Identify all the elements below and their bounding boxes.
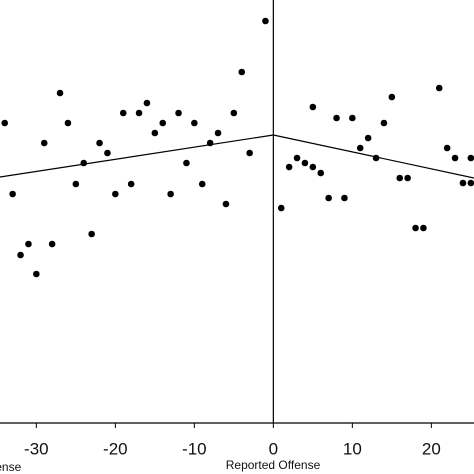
point xyxy=(175,109,182,117)
fit-line xyxy=(0,134,274,178)
point xyxy=(364,134,372,142)
point xyxy=(222,200,230,208)
point xyxy=(443,144,451,152)
point xyxy=(206,139,214,147)
point xyxy=(167,190,174,198)
x-tick-label: -10 xyxy=(182,439,207,458)
point xyxy=(198,180,206,188)
point xyxy=(293,154,301,162)
point xyxy=(467,154,474,162)
x-axis-label: Reported Offense xyxy=(226,458,321,472)
point xyxy=(80,159,88,167)
point xyxy=(285,163,293,171)
point xyxy=(246,149,253,157)
point xyxy=(467,179,474,187)
x-tick-label: -20 xyxy=(103,439,128,458)
point xyxy=(127,180,135,188)
point xyxy=(341,194,348,202)
point xyxy=(317,169,325,177)
point xyxy=(459,179,467,187)
point xyxy=(135,109,143,117)
x-tick-label: 0 xyxy=(269,439,278,458)
point xyxy=(238,68,246,76)
point xyxy=(435,84,443,92)
point xyxy=(404,174,411,182)
point xyxy=(119,109,127,117)
point xyxy=(112,190,119,198)
point xyxy=(301,159,309,167)
point xyxy=(388,93,396,101)
point xyxy=(143,99,151,107)
point xyxy=(230,109,238,117)
point xyxy=(412,224,419,232)
point xyxy=(40,139,48,147)
point xyxy=(277,204,285,212)
point xyxy=(33,270,40,278)
point xyxy=(262,17,269,25)
point xyxy=(309,103,317,111)
point xyxy=(372,154,380,162)
point xyxy=(88,230,95,238)
point xyxy=(72,180,80,188)
point xyxy=(1,119,9,127)
point xyxy=(25,240,32,248)
point xyxy=(356,144,364,152)
point xyxy=(9,190,16,198)
point xyxy=(396,174,404,182)
point xyxy=(48,240,56,248)
point xyxy=(56,89,64,97)
point xyxy=(64,119,72,127)
point xyxy=(325,194,332,202)
point xyxy=(151,129,159,137)
x-axis-label: Reported Offense xyxy=(0,460,22,474)
point xyxy=(183,159,190,167)
point xyxy=(380,119,388,127)
x-tick-label: 20 xyxy=(422,439,441,458)
x-tick-label: -30 xyxy=(24,439,49,458)
point xyxy=(333,114,340,122)
point xyxy=(309,163,317,171)
point xyxy=(191,119,198,127)
point xyxy=(451,154,459,162)
point xyxy=(104,149,111,157)
point xyxy=(96,139,103,147)
point xyxy=(159,119,167,127)
point xyxy=(17,251,24,259)
point xyxy=(214,129,222,137)
x-tick-label: 10 xyxy=(343,439,362,458)
point xyxy=(420,224,427,232)
point xyxy=(349,114,356,122)
